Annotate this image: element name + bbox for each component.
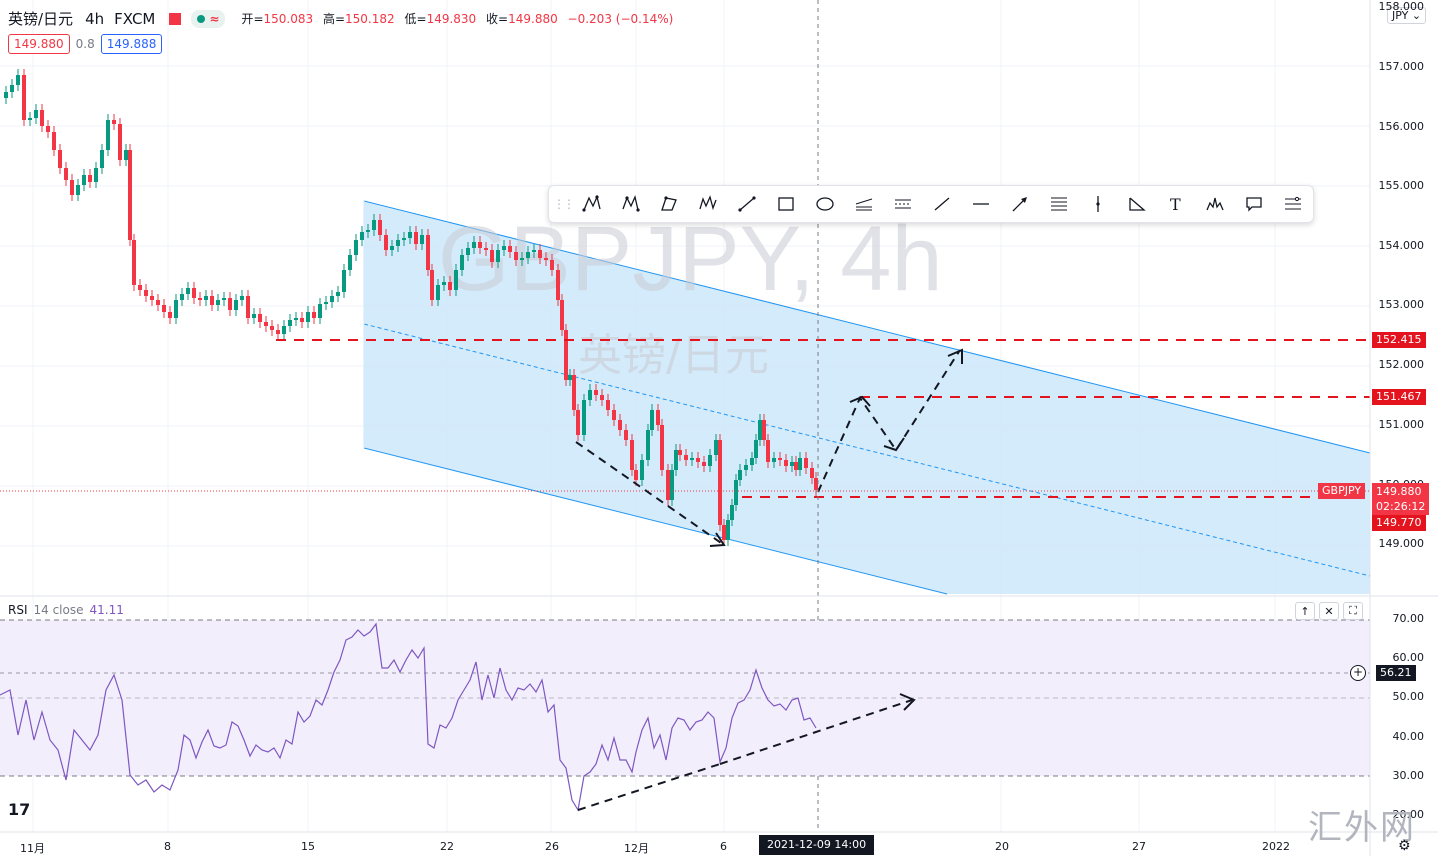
pattern-abcd-icon[interactable] — [649, 187, 688, 221]
channel-lower-line[interactable] — [363, 447, 948, 595]
arrow-icon[interactable] — [1000, 187, 1039, 221]
parallel-channel-icon[interactable] — [883, 187, 922, 221]
rsi-params: 14 close — [33, 603, 84, 617]
rsi-axis-label: 40.00 — [1392, 730, 1425, 743]
time-label: 6 — [720, 840, 727, 853]
symbol-watermark: GBPJPY, 4h — [438, 208, 943, 310]
rsi-title: RSI — [8, 603, 28, 617]
price-label: 149.000 — [1378, 537, 1425, 550]
time-label: 27 — [1132, 840, 1146, 853]
pattern-cypher-icon[interactable] — [610, 187, 649, 221]
crosshair-time-label: 2021-12-09 14:00 — [759, 835, 875, 855]
price-label: 151.000 — [1378, 418, 1425, 431]
price-label: 158.000 — [1378, 0, 1425, 13]
price-label: 152.000 — [1378, 358, 1425, 371]
spread-value: 0.8 — [75, 37, 95, 51]
level-tag-151467: 151.467 — [1372, 389, 1426, 405]
price-label: 155.000 — [1378, 179, 1425, 192]
rsi-trend-lower[interactable] — [577, 763, 721, 811]
site-watermark: 汇外网 — [1308, 808, 1416, 848]
time-label: 22 — [440, 840, 454, 853]
settings-list-icon[interactable] — [1273, 187, 1312, 221]
rsi-trend-projection[interactable] — [719, 699, 913, 765]
flag-icon[interactable] — [169, 12, 182, 25]
price-label: 154.000 — [1378, 239, 1425, 252]
rsi-axis-label: 50.00 — [1392, 690, 1425, 703]
price-label: 157.000 — [1378, 60, 1425, 73]
time-label: 20 — [995, 840, 1009, 853]
pattern-xabcd-icon[interactable] — [571, 187, 610, 221]
symbol-legend[interactable]: 英镑/日元 4h FXCM ≈ 开=150.083 高=150.182 低=14… — [8, 8, 679, 29]
price-label: 153.000 — [1378, 298, 1425, 311]
fib-retracement-icon[interactable] — [1039, 187, 1078, 221]
market-status-badge[interactable]: ≈ — [191, 9, 226, 28]
text-icon[interactable]: T — [1156, 187, 1195, 221]
rsi-axis-label: 20.00 — [1392, 808, 1425, 821]
maximize-icon[interactable]: ⛶ — [1343, 602, 1363, 620]
wave-icon: ≈ — [209, 11, 220, 26]
time-label: 2022 — [1262, 840, 1290, 853]
time-label: 8 — [164, 840, 171, 853]
status-dot-icon — [197, 14, 206, 23]
rsi-axis-label: 30.00 — [1392, 769, 1425, 782]
ohlc-values: 开=150.083 高=150.182 低=149.830 收=149.880 … — [241, 12, 674, 26]
add-icon[interactable]: + — [1350, 665, 1366, 681]
time-label: 12月 — [624, 842, 649, 855]
rsi-legend[interactable]: RSI 14 close 41.11 — [8, 603, 124, 617]
ellipse-icon[interactable] — [805, 187, 844, 221]
triangle-icon[interactable] — [1117, 187, 1156, 221]
gear-icon[interactable]: ⚙ — [1398, 838, 1411, 854]
path-icon[interactable] — [727, 187, 766, 221]
rectangle-icon[interactable] — [766, 187, 805, 221]
trend-line-icon[interactable] — [922, 187, 961, 221]
projection-path[interactable] — [575, 349, 961, 546]
svg-text:T: T — [1170, 195, 1181, 214]
level-tag-149770: 149.770 — [1372, 515, 1426, 531]
time-label: 26 — [545, 840, 559, 853]
exchange-label: FXCM — [114, 9, 156, 28]
last-price-tag: 149.880 02:26:12 — [1372, 483, 1430, 515]
callout-icon[interactable] — [1234, 187, 1273, 221]
toolbar-drag-handle[interactable]: ⋮⋮ — [553, 197, 575, 211]
candlestick-series — [4, 69, 818, 546]
projection-arrowheads — [709, 348, 963, 547]
drawing-toolbar: ⋮⋮ T — [548, 185, 1314, 223]
rsi-value: 41.11 — [89, 603, 124, 617]
rsi-line — [0, 622, 817, 812]
interval-label[interactable]: 4h — [85, 9, 105, 28]
bid-ask-panel: 149.880 0.8 149.888 — [8, 34, 163, 54]
symbol-name[interactable]: 英镑/日元 — [8, 10, 74, 28]
time-label: 15 — [301, 840, 315, 853]
name-watermark: 英镑/日元 — [578, 330, 769, 381]
close-icon[interactable]: ✕ — [1319, 602, 1339, 620]
currency-select[interactable]: JPY ⌄ — [1387, 7, 1427, 24]
fib-fan-icon[interactable] — [844, 187, 883, 221]
buy-price-button[interactable]: 149.888 — [100, 34, 163, 54]
sell-price-button[interactable]: 149.880 — [8, 34, 70, 54]
rsi-pane-controls: ↑ ✕ ⛶ — [1295, 602, 1363, 620]
rsi-axis-label: 70.00 — [1392, 612, 1425, 625]
vertical-line-icon[interactable] — [1078, 187, 1117, 221]
pattern-elliott-icon[interactable] — [688, 187, 727, 221]
channel-mid-line[interactable] — [363, 323, 1371, 577]
channel-upper-line[interactable] — [363, 200, 1371, 454]
move-up-icon[interactable]: ↑ — [1295, 602, 1315, 620]
horizontal-ray-icon[interactable] — [961, 187, 1000, 221]
head-shoulders-icon[interactable] — [1195, 187, 1234, 221]
price-label: 156.000 — [1378, 120, 1425, 133]
level-tag-152415: 152.415 — [1372, 332, 1426, 348]
rsi-arrowhead — [899, 693, 916, 711]
rsi-axis-label: 60.00 — [1392, 651, 1425, 664]
time-label: 11月 — [20, 842, 45, 855]
tradingview-logo-icon[interactable]: 𝟭𝟳 — [8, 800, 31, 819]
symbol-tag: GBPJPY — [1318, 483, 1366, 499]
rsi-cursor-tag: 56.21 — [1376, 665, 1416, 681]
